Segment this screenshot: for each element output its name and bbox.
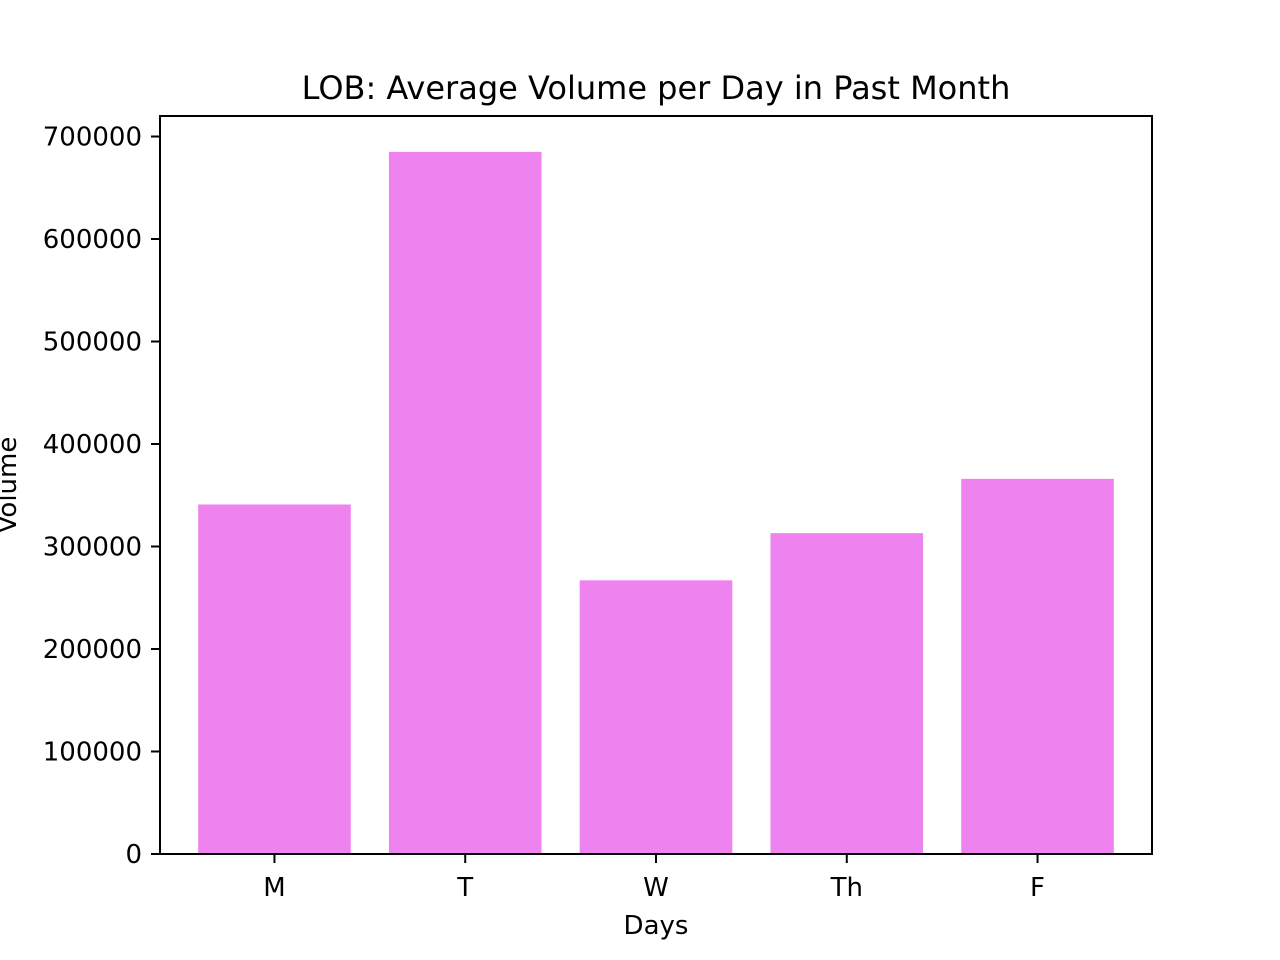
y-tick-label: 700000 <box>43 123 142 153</box>
y-axis-label: Volume <box>0 437 23 534</box>
bars-layer <box>198 151 1114 854</box>
x-axis-label: Days <box>624 911 689 941</box>
x-tick-label: F <box>1030 873 1045 903</box>
y-tick-label: 0 <box>125 840 142 870</box>
x-axis: M T W Th F <box>263 854 1045 903</box>
y-tick-label: 600000 <box>43 225 142 255</box>
x-tick-label: T <box>456 873 473 903</box>
x-tick-label: Th <box>830 873 863 903</box>
y-tick-label: 500000 <box>43 328 142 358</box>
bar-th <box>770 533 924 854</box>
y-tick-label: 100000 <box>43 738 142 768</box>
bar-f <box>961 478 1114 854</box>
bar-w <box>579 580 733 854</box>
bar-t <box>388 151 542 854</box>
chart-title: LOB: Average Volume per Day in Past Mont… <box>302 69 1011 107</box>
x-tick-label: M <box>263 873 285 903</box>
y-tick-label: 200000 <box>43 635 142 665</box>
x-tick-label: W <box>643 873 669 903</box>
y-tick-label: 400000 <box>43 430 142 460</box>
bar-m <box>198 504 351 854</box>
y-tick-label: 300000 <box>43 533 142 563</box>
y-axis: 0 100000 200000 300000 400000 500000 600000 700… <box>43 123 160 870</box>
